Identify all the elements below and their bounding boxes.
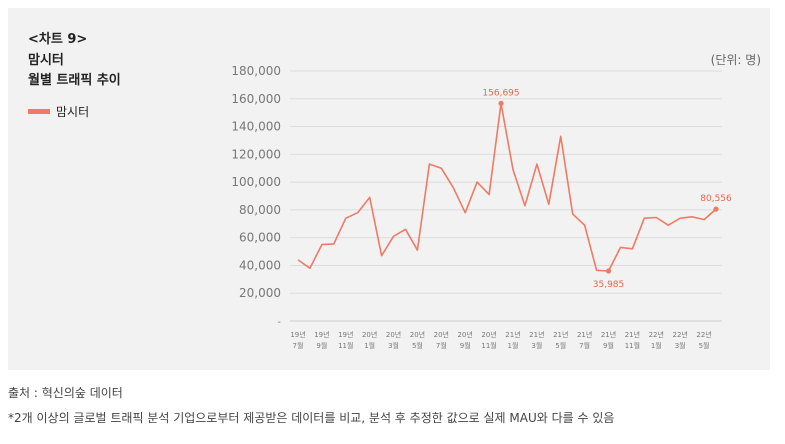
chart-title-brand: 맘시터	[28, 53, 64, 68]
x-tick-label-year: 22년	[696, 330, 711, 339]
x-tick-label-month: 9월	[603, 341, 614, 350]
x-tick-label-month: 7월	[579, 341, 590, 350]
chart-panel	[8, 8, 770, 370]
data-point-marker	[605, 268, 612, 274]
y-tick-label: 40,000	[239, 258, 281, 272]
x-tick-label-year: 20년	[410, 330, 425, 339]
x-tick-label-year: 21년	[625, 330, 640, 339]
x-tick-label-month: 11월	[481, 341, 496, 350]
x-tick-label-month: 5월	[699, 341, 710, 350]
x-tick-label-month: 11월	[625, 341, 640, 350]
x-tick-label-year: 21년	[577, 330, 592, 339]
y-tick-label: 180,000	[231, 64, 281, 78]
footnote-text: *2개 이상의 글로벌 트래픽 분석 기업으로부터 제공받은 데이터를 비교, …	[8, 411, 615, 425]
chart-title: 월별 트래픽 추이	[28, 73, 121, 88]
data-point-marker	[713, 206, 719, 212]
y-zero-label: -	[277, 317, 281, 328]
x-tick-label-year: 22년	[672, 330, 687, 339]
x-tick-label-month: 1월	[508, 341, 519, 350]
x-tick-label-year: 19년	[314, 330, 329, 339]
y-tick-label: 160,000	[231, 92, 281, 106]
x-tick-label-year: 21년	[553, 330, 568, 339]
x-tick-label-year: 19년	[338, 330, 353, 339]
x-tick-label-year: 22년	[649, 330, 664, 339]
x-tick-label-month: 9월	[316, 341, 327, 350]
x-tick-label-month: 3월	[675, 341, 686, 350]
x-tick-label-year: 20년	[386, 330, 401, 339]
y-tick-label: 120,000	[231, 147, 281, 161]
legend: 맘시터	[28, 103, 89, 120]
y-tick-label: 100,000	[231, 175, 281, 189]
data-point-marker	[498, 100, 504, 106]
x-tick-label-year: 21년	[529, 330, 544, 339]
chart-number: <차트 9>	[28, 32, 88, 47]
y-tick-label: 140,000	[231, 120, 281, 134]
x-tick-label-month: 9월	[460, 341, 471, 350]
source-text: 출처 : 혁신의숲 데이터	[8, 386, 123, 400]
legend-swatch	[28, 109, 50, 114]
x-tick-label-year: 20년	[458, 330, 473, 339]
data-label: 80,556	[700, 194, 732, 204]
data-label: 156,695	[482, 88, 519, 98]
x-tick-label-month: 5월	[412, 341, 423, 350]
x-tick-label-month: 3월	[388, 341, 399, 350]
x-tick-label-year: 21년	[505, 330, 520, 339]
series-line-mamsitter	[297, 102, 717, 272]
x-tick-label-month: 1월	[651, 341, 662, 350]
data-label: 35,985	[593, 280, 625, 290]
x-tick-label-month: 5월	[555, 341, 566, 350]
x-tick-label-year: 20년	[434, 330, 449, 339]
x-tick-label-month: 11월	[338, 341, 353, 350]
x-tick-label-year: 19년	[290, 330, 305, 339]
x-tick-label-year: 21년	[601, 330, 616, 339]
x-tick-label-month: 3월	[531, 341, 542, 350]
x-tick-label-month: 7월	[293, 341, 304, 350]
x-tick-label-month: 1월	[364, 341, 375, 350]
x-tick-label-year: 20년	[362, 330, 377, 339]
x-tick-label-month: 7월	[436, 341, 447, 350]
x-tick-label-year: 20년	[481, 330, 496, 339]
legend-label: 맘시터	[56, 105, 90, 119]
unit-label: (단위: 명)	[710, 53, 761, 67]
y-tick-label: 80,000	[239, 203, 281, 217]
y-tick-label: 20,000	[239, 286, 281, 300]
y-tick-label: 60,000	[239, 231, 281, 245]
